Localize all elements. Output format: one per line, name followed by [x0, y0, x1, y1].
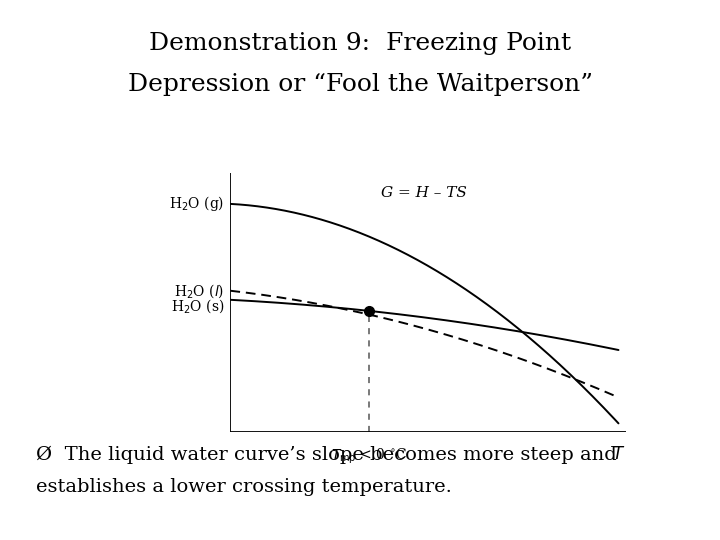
Text: H$_2$O (s): H$_2$O (s)	[171, 298, 225, 315]
Text: Depression or “Fool the Waitperson”: Depression or “Fool the Waitperson”	[127, 73, 593, 96]
Text: H$_2$O ($\mathit{l}$): H$_2$O ($\mathit{l}$)	[174, 282, 225, 300]
Text: establishes a lower crossing temperature.: establishes a lower crossing temperature…	[36, 478, 452, 496]
Text: $T$: $T$	[612, 446, 625, 463]
Text: Demonstration 9:  Freezing Point: Demonstration 9: Freezing Point	[149, 32, 571, 56]
Text: $T_{\mathrm{mp}}$ < 0 $^{\circ}$C: $T_{\mathrm{mp}}$ < 0 $^{\circ}$C	[330, 446, 408, 465]
Text: G = H – TS: G = H – TS	[381, 186, 467, 200]
Text: Ø  The liquid water curve’s slope becomes more steep and: Ø The liquid water curve’s slope becomes…	[36, 446, 617, 464]
Text: H$_2$O (g): H$_2$O (g)	[169, 194, 225, 213]
